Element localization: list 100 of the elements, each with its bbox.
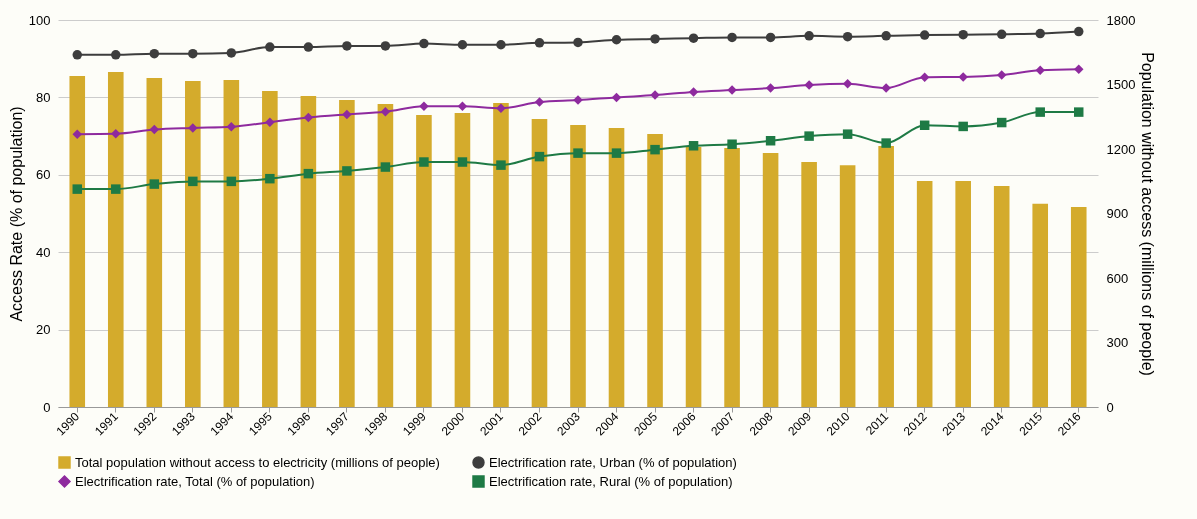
point [573,148,583,158]
point [303,168,314,179]
bar [878,145,894,407]
bar [839,165,856,407]
point [380,41,391,51]
point [496,103,506,113]
bar [724,147,740,407]
y-axis-title: Access Rate (% of population) [7,106,25,322]
bar [262,90,278,407]
bar [762,153,779,407]
point [727,32,737,43]
point [765,32,776,43]
point [265,117,275,127]
point [842,31,853,42]
point [958,121,968,132]
y2-tick-label: 0 [1106,399,1114,415]
point [1035,65,1045,76]
bar [1070,207,1087,407]
point [842,79,853,89]
y-tick-label: 100 [28,12,51,28]
y2-tick-label: 600 [1106,270,1129,286]
point [650,34,660,44]
point [919,72,930,83]
bar [493,102,509,407]
point [996,70,1007,80]
legend-label: Electrification rate, Total (% of population) [75,473,315,489]
bar [69,75,86,407]
point [303,112,314,123]
point [342,41,352,51]
point [303,42,314,52]
point [919,30,930,40]
legend-label: Total population without access to electricity (millions of people) [75,454,440,470]
legend-label: Electrification rate, Urban (% of population) [489,454,737,470]
y2-tick-label: 1200 [1106,141,1136,157]
point [149,179,160,189]
y2-tick-label: 1500 [1106,77,1136,92]
y-tick-label: 60 [36,167,51,183]
bar [416,115,432,407]
bar [107,72,124,407]
y-tick-label: 40 [36,244,51,260]
point [457,101,468,112]
point [188,176,198,187]
bar [300,95,317,407]
point [1035,28,1045,39]
point [765,83,776,93]
point [881,138,891,148]
point [1074,64,1084,74]
point [804,31,814,41]
bar [570,124,586,407]
point [611,148,622,158]
point [72,184,82,194]
point [534,151,545,162]
point [380,162,391,172]
point [611,35,622,45]
bar [339,99,355,407]
bar [916,181,933,407]
point [342,166,352,176]
y2-tick-label: 900 [1106,206,1129,221]
y-tick-label: 80 [36,89,51,105]
point [573,37,583,48]
point [111,129,121,139]
point [765,136,776,146]
point [111,184,121,194]
point [419,38,429,49]
bar [531,118,548,407]
point [265,173,275,184]
point [958,72,968,82]
bar [146,78,163,407]
point [496,40,506,50]
y2-tick-label: 300 [1106,335,1129,350]
point [380,106,391,117]
bar [377,104,394,407]
point [842,129,853,139]
point [1035,107,1045,117]
point [72,50,82,60]
bar [955,181,971,407]
point [996,117,1007,128]
bar [454,112,471,407]
point [688,33,699,43]
point [611,92,622,103]
bar [608,127,625,407]
point [881,31,891,41]
point [650,144,660,155]
legend-label: Electrification rate, Rural (% of population) [489,473,733,489]
point [342,109,352,120]
point [534,97,545,107]
bar [685,147,702,407]
point [996,29,1007,40]
point [419,101,429,112]
y2-axis-title: Population without access (millions of people) [1139,52,1157,376]
point [265,42,275,52]
point [457,40,468,50]
point [1074,26,1084,37]
point [727,139,737,149]
y2-tick-label: 1800 [1106,12,1136,28]
y-tick-label: 0 [43,399,51,415]
point [496,160,506,170]
point [804,131,814,141]
point [958,29,968,40]
point [919,120,930,131]
